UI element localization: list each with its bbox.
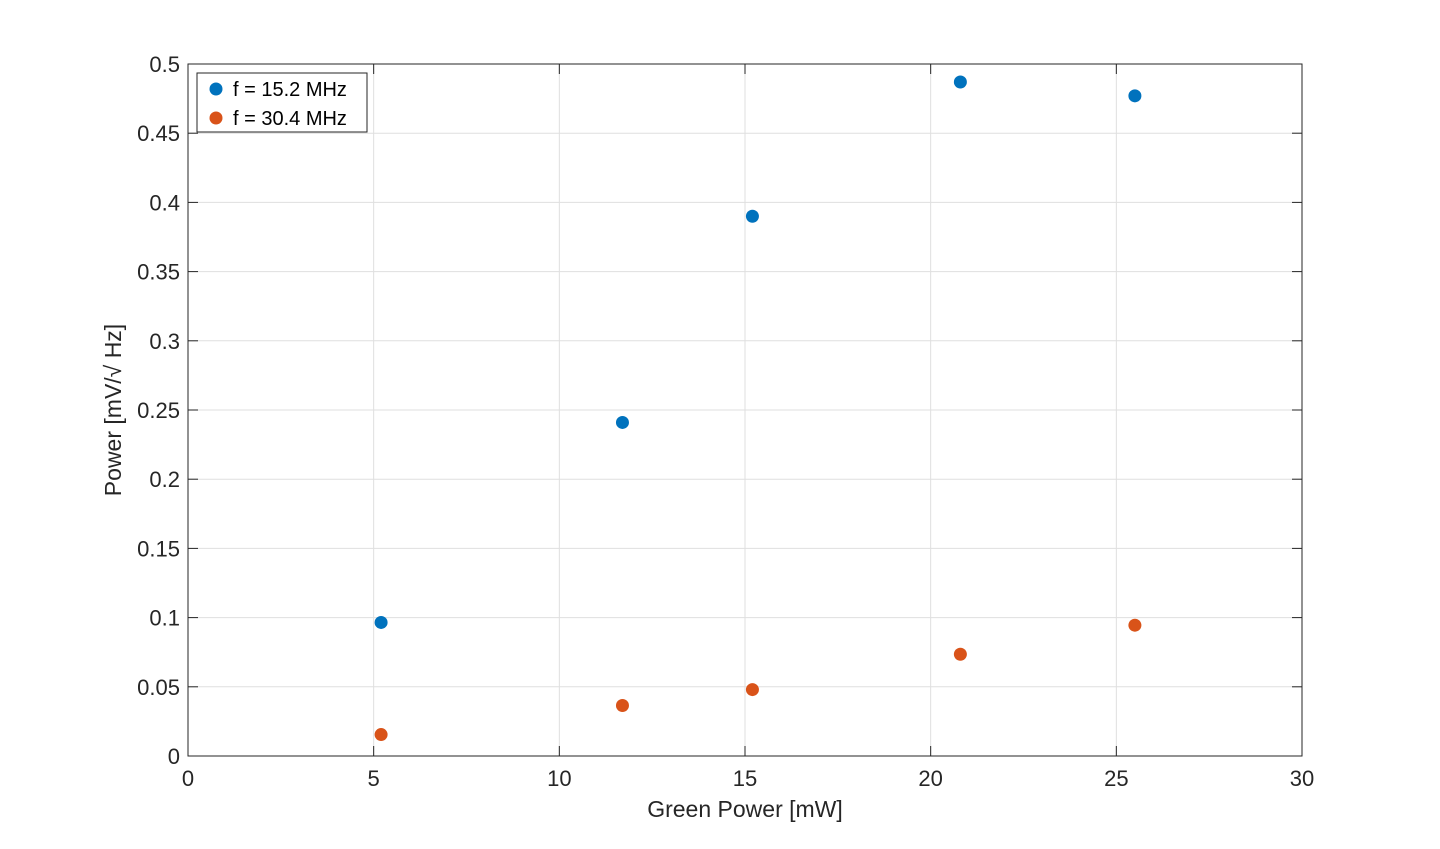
series-1: [374, 75, 1142, 629]
legend-marker: [209, 82, 223, 96]
y-tick-label: 0.4: [149, 190, 180, 215]
y-tick-label: 0.1: [149, 606, 180, 631]
x-tick-label: 5: [368, 766, 380, 791]
legend-marker: [209, 111, 223, 125]
x-tick-label: 25: [1104, 766, 1128, 791]
y-tick-label: 0.45: [137, 121, 180, 146]
data-point: [953, 647, 967, 661]
axis-ticks: 0 5 10 15 20 25 30 0 0.05 0.1 0.15 0.2 0.25 0.3 0.35 0.…: [137, 52, 1314, 791]
legend-label: f = 30.4 MHz: [233, 108, 347, 130]
y-tick-label: 0.05: [137, 675, 180, 700]
y-axis-title: Power [mV/√ Hz]: [100, 324, 126, 496]
y-tick-label: 0.3: [149, 329, 180, 354]
data-point: [745, 683, 759, 697]
data-point: [615, 698, 629, 712]
x-axis-title: Green Power [mW]: [647, 796, 843, 822]
x-tick-label: 30: [1290, 766, 1314, 791]
y-tick-label: 0.5: [149, 52, 180, 77]
data-point: [374, 728, 388, 742]
legend-box: [196, 72, 368, 133]
y-tick-label: 0.15: [137, 536, 180, 561]
y-tick-label: 0: [168, 744, 180, 769]
legend: f = 15.2 MHz f = 30.4 MHz: [196, 72, 368, 133]
data-point: [374, 615, 388, 629]
grid-lines: [188, 64, 1302, 756]
x-tick-label: 10: [547, 766, 571, 791]
series-2: [374, 618, 1142, 742]
data-point: [745, 209, 759, 223]
data-point: [1128, 618, 1142, 632]
x-tick-label: 0: [182, 766, 194, 791]
legend-label: f = 15.2 MHz: [233, 79, 347, 101]
y-tick-label: 0.35: [137, 260, 180, 285]
x-tick-label: 20: [918, 766, 942, 791]
y-tick-label: 0.2: [149, 467, 180, 492]
data-point: [615, 415, 629, 429]
data-point: [1128, 89, 1142, 103]
y-tick-label: 0.25: [137, 398, 180, 423]
data-point: [953, 75, 967, 89]
data-series: [374, 75, 1142, 742]
x-tick-label: 15: [733, 766, 757, 791]
